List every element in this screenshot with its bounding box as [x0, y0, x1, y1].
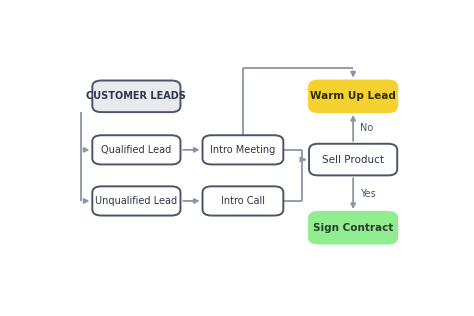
Text: Sign Contract: Sign Contract [313, 223, 393, 233]
FancyBboxPatch shape [92, 186, 181, 216]
Text: Intro Meeting: Intro Meeting [210, 145, 275, 155]
FancyBboxPatch shape [92, 135, 181, 164]
FancyBboxPatch shape [309, 212, 397, 244]
Text: Intro Call: Intro Call [221, 196, 265, 206]
Text: CUSTOMER LEADS: CUSTOMER LEADS [86, 91, 186, 101]
Text: Sell Product: Sell Product [322, 155, 384, 165]
Text: Yes: Yes [360, 189, 376, 199]
FancyBboxPatch shape [202, 186, 283, 216]
Text: No: No [360, 123, 374, 133]
FancyBboxPatch shape [309, 144, 397, 175]
FancyBboxPatch shape [202, 135, 283, 164]
Text: Warm Up Lead: Warm Up Lead [310, 91, 396, 101]
Text: Unqualified Lead: Unqualified Lead [95, 196, 177, 206]
FancyBboxPatch shape [309, 81, 397, 112]
Text: Qualified Lead: Qualified Lead [101, 145, 172, 155]
FancyBboxPatch shape [92, 81, 181, 112]
